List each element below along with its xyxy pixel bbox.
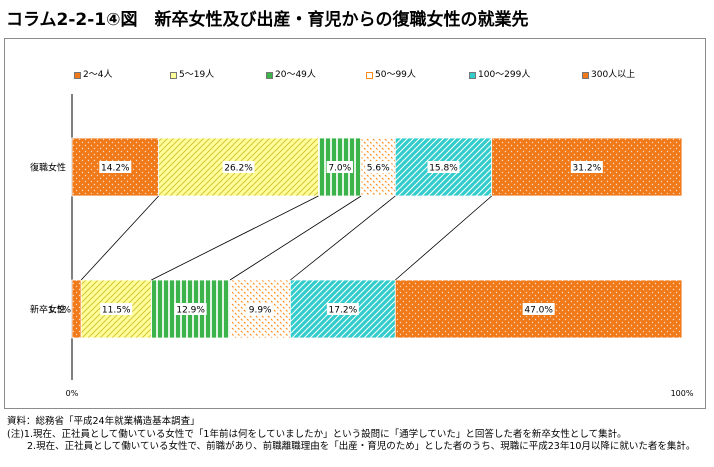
data-label-0-4: 15.8% xyxy=(429,164,458,174)
legend-swatch-2 xyxy=(266,71,273,79)
data-label-bg-1-3 xyxy=(246,303,274,315)
bar-1-0 xyxy=(71,279,82,339)
x-tick-label-1: 100% xyxy=(671,389,694,398)
note-2: 2.現在、正社員として働いている女性で、前職があり、前職離職理由を「出産・育児の… xyxy=(27,441,696,452)
data-label-1-5: 47.0% xyxy=(524,306,553,316)
data-label-1-3: 9.9% xyxy=(249,306,272,316)
data-label-0-0: 14.2% xyxy=(101,164,130,174)
data-label-bg-1-2 xyxy=(174,303,207,315)
series-line-2 xyxy=(229,195,362,281)
data-label-bg-1-4 xyxy=(326,303,359,315)
category-label-0: 復職女性 xyxy=(30,162,66,174)
notes: 資料：総務省「平成24年就業構造基本調査」 (注)1.現在、正社員として働いてい… xyxy=(7,416,695,454)
legend-label-1: 5～19人 xyxy=(179,70,215,80)
data-label-0-5: 31.2% xyxy=(573,164,602,174)
series-line-3 xyxy=(290,195,396,281)
chart-area xyxy=(4,38,706,409)
data-label-bg-0-1 xyxy=(222,161,255,173)
data-label-bg-0-5 xyxy=(570,161,603,173)
data-label-bg-1-5 xyxy=(522,303,555,315)
legend-item-4: 100～299人 xyxy=(469,70,530,84)
series-line-4 xyxy=(395,195,492,281)
legend-label-0: 2～4人 xyxy=(83,70,113,80)
legend-item-1: 5～19人 xyxy=(170,70,214,84)
data-label-bg-0-2 xyxy=(326,161,353,173)
legend-item-2: 20～49人 xyxy=(266,70,316,84)
legend-swatch-4 xyxy=(469,71,476,79)
source-note: 資料：総務省「平成24年就業構造基本調査」 xyxy=(7,416,200,427)
legend: 2～4人 5～19人 20～49人 50～99人 100～299人 300人以上 xyxy=(0,70,714,84)
legend-swatch-0 xyxy=(74,71,81,79)
data-label-0-3: 5.6% xyxy=(367,164,390,174)
legend-item-3: 50～99人 xyxy=(366,70,416,84)
legend-label-4: 100～299人 xyxy=(478,70,531,80)
data-label-1-4: 17.2% xyxy=(329,306,358,316)
note-1: (注)1.現在、正社員として働いている女性で「1年前は何をしていましたか」という… xyxy=(7,428,627,440)
data-label-0-2: 7.0% xyxy=(328,164,351,174)
category-label-1: 新卒女性 xyxy=(30,304,66,316)
data-label-bg-0-0 xyxy=(99,161,132,173)
data-label-bg-1-1 xyxy=(100,303,133,315)
data-label-1-0: 1.5% xyxy=(48,306,71,316)
legend-label-2: 20～49人 xyxy=(275,70,316,80)
chart-title: コラム2-2-1④図 新卒女性及び出産・育児からの復職女性の就業先 xyxy=(6,10,529,30)
series-line-1 xyxy=(151,195,319,281)
series-line-0 xyxy=(80,195,159,281)
x-tick-label-0: 0% xyxy=(66,389,79,398)
bar-1-3 xyxy=(229,279,291,339)
legend-swatch-3 xyxy=(366,71,373,79)
legend-item-0: 2～4人 xyxy=(74,70,112,84)
data-label-1-1: 11.5% xyxy=(102,306,131,316)
legend-swatch-1 xyxy=(170,71,177,79)
legend-item-5: 300人以上 xyxy=(582,70,635,84)
data-label-1-2: 12.9% xyxy=(176,306,205,316)
legend-label-5: 300人以上 xyxy=(591,70,636,80)
legend-swatch-5 xyxy=(582,71,589,79)
data-label-0-1: 26.2% xyxy=(224,164,253,174)
legend-label-3: 50～99人 xyxy=(375,70,416,80)
data-label-bg-0-4 xyxy=(427,161,460,173)
data-label-bg-0-3 xyxy=(365,161,392,173)
